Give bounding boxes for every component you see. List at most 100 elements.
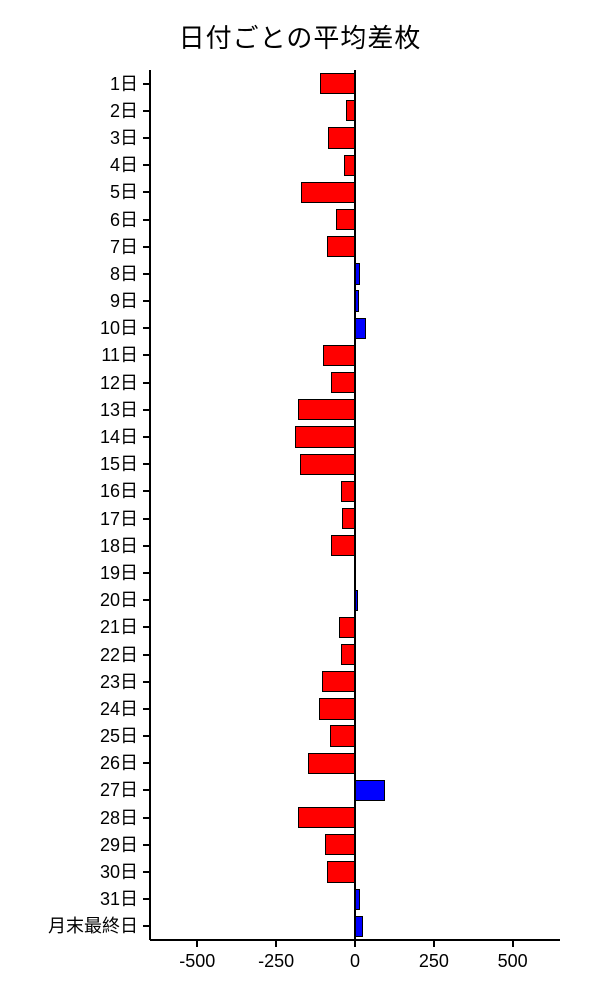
y-tick-label: 23日: [100, 673, 138, 691]
y-tick: [143, 572, 150, 574]
bar: [300, 454, 355, 475]
y-tick-label: 1日: [110, 75, 138, 93]
y-tick: [143, 490, 150, 492]
y-tick-label: 6日: [110, 211, 138, 229]
x-tick: [512, 940, 514, 947]
y-tick: [143, 354, 150, 356]
bar: [322, 671, 355, 692]
bar: [298, 399, 355, 420]
y-tick: [143, 789, 150, 791]
x-tick-label: 0: [315, 952, 395, 970]
y-tick: [143, 300, 150, 302]
y-tick: [143, 545, 150, 547]
y-tick-label: 21日: [100, 618, 138, 636]
y-tick-label: 26日: [100, 754, 138, 772]
y-tick: [143, 246, 150, 248]
y-tick: [143, 436, 150, 438]
bar: [330, 725, 355, 746]
bar: [328, 127, 355, 148]
y-tick-label: 18日: [100, 537, 138, 555]
y-tick-label: 16日: [100, 482, 138, 500]
y-tick-label: 3日: [110, 129, 138, 147]
y-tick-label: 27日: [100, 781, 138, 799]
bar: [301, 182, 355, 203]
y-tick: [143, 708, 150, 710]
bar: [336, 209, 355, 230]
y-tick: [143, 925, 150, 927]
x-tick-label: -250: [236, 952, 316, 970]
y-tick-label: 19日: [100, 564, 138, 582]
y-tick: [143, 762, 150, 764]
y-tick: [143, 626, 150, 628]
y-tick-label: 29日: [100, 836, 138, 854]
bar: [331, 535, 355, 556]
y-tick-label: 10日: [100, 319, 138, 337]
y-tick-label: 17日: [100, 510, 138, 528]
x-tick: [275, 940, 277, 947]
bar: [308, 753, 355, 774]
x-tick: [196, 940, 198, 947]
y-tick: [143, 83, 150, 85]
bar: [339, 617, 355, 638]
y-tick-label: 9日: [110, 292, 138, 310]
bar: [355, 318, 366, 339]
y-tick: [143, 164, 150, 166]
y-tick: [143, 327, 150, 329]
y-tick: [143, 110, 150, 112]
y-tick-label: 7日: [110, 238, 138, 256]
y-tick-label: 22日: [100, 646, 138, 664]
y-tick: [143, 898, 150, 900]
bar: [355, 916, 363, 937]
bar: [331, 372, 355, 393]
y-tick: [143, 137, 150, 139]
bar: [341, 644, 355, 665]
y-tick: [143, 191, 150, 193]
y-tick-label: 30日: [100, 863, 138, 881]
y-tick: [143, 463, 150, 465]
bar: [355, 780, 385, 801]
y-tick-label: 4日: [110, 156, 138, 174]
x-tick-label: -500: [157, 952, 237, 970]
bar: [327, 236, 355, 257]
bar: [298, 807, 355, 828]
x-tick: [354, 940, 356, 947]
bar: [295, 426, 355, 447]
y-tick-label: 12日: [100, 374, 138, 392]
y-axis-left-spine: [149, 70, 151, 940]
y-tick: [143, 735, 150, 737]
y-tick: [143, 681, 150, 683]
bar: [323, 345, 355, 366]
chart-container: 日付ごとの平均差枚 -500-25002505001日2日3日4日5日6日7日8…: [0, 0, 600, 1000]
y-tick-label: 8日: [110, 265, 138, 283]
y-tick: [143, 409, 150, 411]
x-tick-label: 500: [473, 952, 553, 970]
y-tick: [143, 382, 150, 384]
bar: [325, 834, 355, 855]
x-tick-label: 250: [394, 952, 474, 970]
y-tick-label: 月末最終日: [48, 917, 138, 935]
y-tick-label: 15日: [100, 455, 138, 473]
y-tick: [143, 871, 150, 873]
y-tick: [143, 654, 150, 656]
y-tick: [143, 518, 150, 520]
x-tick: [433, 940, 435, 947]
chart-title: 日付ごとの平均差枚: [0, 18, 600, 55]
y-tick-label: 20日: [100, 591, 138, 609]
y-tick-label: 14日: [100, 428, 138, 446]
y-tick-label: 28日: [100, 809, 138, 827]
bar: [320, 73, 355, 94]
y-tick-label: 24日: [100, 700, 138, 718]
bar: [319, 698, 355, 719]
bar: [327, 861, 355, 882]
y-tick: [143, 219, 150, 221]
y-tick-label: 25日: [100, 727, 138, 745]
y-tick: [143, 599, 150, 601]
bar: [341, 481, 355, 502]
y-tick-label: 2日: [110, 102, 138, 120]
y-tick-label: 31日: [100, 890, 138, 908]
y-tick: [143, 817, 150, 819]
y-tick: [143, 273, 150, 275]
y-tick: [143, 844, 150, 846]
y-tick-label: 11日: [101, 346, 138, 364]
y-axis-zero-line: [354, 70, 356, 940]
